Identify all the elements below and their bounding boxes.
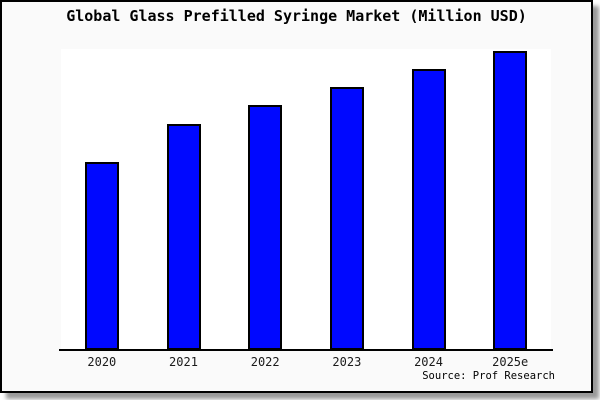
x-tick-2020: 2020 [87, 355, 117, 369]
chart-title: Global Glass Prefilled Syringe Market (M… [66, 7, 527, 25]
bar-2020 [84, 162, 119, 350]
bar-slot-2022 [224, 49, 306, 350]
bar-2023 [329, 87, 364, 350]
bar-2024 [411, 69, 446, 350]
bar-2022 [248, 105, 283, 350]
x-axis-line [59, 349, 553, 351]
x-tick-2021: 2021 [169, 355, 198, 369]
bar-slot-2023 [306, 49, 388, 350]
bar-slot-2024 [388, 49, 470, 350]
chart-frame: Global Glass Prefilled Syringe Market (M… [0, 0, 593, 393]
bar-2025e [493, 51, 528, 350]
bar-slot-2021 [143, 49, 225, 350]
bar-2021 [166, 124, 201, 350]
x-axis-labels: 2020 2021 2022 2023 2024 2025e [61, 355, 551, 369]
bars-container [61, 49, 551, 350]
x-tick-2023: 2023 [332, 355, 362, 369]
source-label: Source: Prof Research [422, 370, 555, 382]
x-tick-2024: 2024 [414, 355, 443, 369]
x-tick-2025e: 2025e [492, 355, 529, 369]
bar-slot-2025e [469, 49, 551, 350]
bar-slot-2020 [61, 49, 143, 350]
x-tick-2022: 2022 [250, 355, 280, 369]
plot-area [61, 49, 551, 350]
